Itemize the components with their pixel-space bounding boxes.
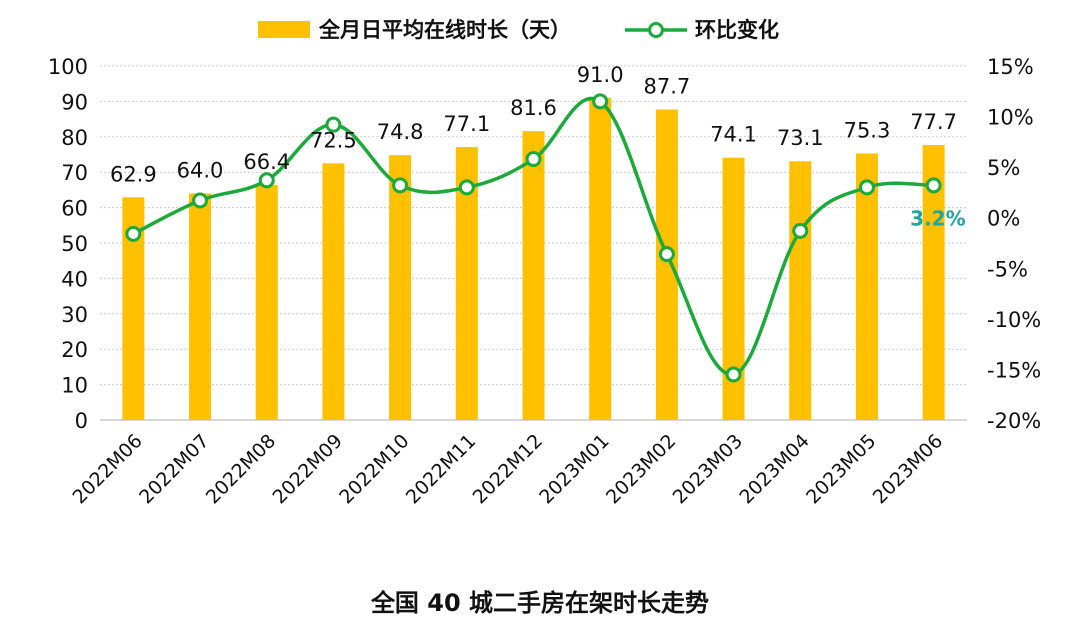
bar <box>322 163 345 420</box>
bar <box>455 147 478 421</box>
y-left-tick-label: 90 <box>61 90 88 114</box>
x-tick-label: 2023M06 <box>869 430 947 508</box>
bar <box>922 144 945 420</box>
y-left-tick-label: 70 <box>61 161 88 185</box>
y-left-tick-label: 30 <box>61 303 88 327</box>
line-point <box>125 225 142 242</box>
x-tick-label: 2022M10 <box>335 430 413 508</box>
y-left-tick-label: 100 <box>48 55 88 79</box>
line-point <box>192 192 209 209</box>
y-right-tick-label: -5% <box>987 257 1028 281</box>
bar-data-label: 72.5 <box>310 128 357 152</box>
y-right-tick-label: -15% <box>987 358 1041 382</box>
bar <box>522 131 545 421</box>
y-left-tick-label: 40 <box>61 267 88 291</box>
bar-data-label: 77.7 <box>910 110 957 134</box>
line-last-point-label: 3.2% <box>910 206 965 230</box>
x-tick-label: 2022M12 <box>469 430 547 508</box>
y-right-tick-label: 10% <box>987 106 1034 130</box>
y-right-tick-label: 0% <box>987 207 1020 231</box>
bar-data-label: 87.7 <box>644 75 691 99</box>
bar <box>789 161 812 420</box>
line-point <box>392 177 409 194</box>
bar-data-label: 75.3 <box>844 118 891 142</box>
y-left-tick-label: 80 <box>61 126 88 150</box>
bar-data-label: 91.0 <box>577 63 624 87</box>
line-point <box>258 172 275 189</box>
bar-data-label: 74.8 <box>377 120 424 144</box>
y-left-tick-label: 60 <box>61 197 88 221</box>
line-point <box>725 366 742 383</box>
y-right-tick-label: 5% <box>987 156 1020 180</box>
bar <box>855 153 878 421</box>
y-left-tick-label: 0 <box>75 409 88 433</box>
y-left-tick-label: 20 <box>61 338 88 362</box>
legend-label-line: 环比变化 <box>695 18 779 42</box>
line-point <box>858 179 875 196</box>
x-tick-label: 2023M01 <box>535 430 613 508</box>
x-tick-label: 2023M02 <box>602 430 680 508</box>
bar-data-label: 81.6 <box>510 96 557 120</box>
bar-data-label: 73.1 <box>777 126 824 150</box>
bar <box>722 157 745 420</box>
y-right-tick-label: -10% <box>987 308 1041 332</box>
chart-caption: 全国 40 城二手房在架时长走势 <box>370 589 710 617</box>
x-tick-label: 2022M09 <box>269 430 347 508</box>
x-tick-label: 2022M11 <box>402 430 480 508</box>
x-tick-label: 2022M08 <box>202 430 280 508</box>
legend-swatch-marker <box>648 22 664 38</box>
bar-data-label: 62.9 <box>110 162 157 186</box>
bar <box>655 109 678 421</box>
bar <box>189 193 212 420</box>
combo-chart: 0 10 20 30 40 50 60 70 80 90 100 -20% -15% -10% -5% 0% 5… <box>48 18 1041 508</box>
bar-data-label: 66.4 <box>243 150 290 174</box>
bar <box>122 197 145 420</box>
x-tick-label: 2022M06 <box>68 430 146 508</box>
legend-swatch-bar <box>258 21 310 38</box>
bar <box>255 184 278 420</box>
line-point <box>925 177 942 194</box>
bar-data-label: 77.1 <box>443 112 490 136</box>
line-point <box>458 179 475 196</box>
bar <box>589 97 612 421</box>
bar-data-label: 74.1 <box>710 123 757 147</box>
x-tick-label: 2023M05 <box>802 430 880 508</box>
x-tick-label: 2022M07 <box>135 430 213 508</box>
line-point <box>658 246 675 263</box>
bar <box>389 155 412 420</box>
bar-data-label: 64.0 <box>177 158 224 182</box>
x-tick-label: 2023M03 <box>669 430 747 508</box>
y-left-tick-label: 10 <box>61 374 88 398</box>
x-tick-label: 2023M04 <box>735 430 813 508</box>
y-left-tick-label: 50 <box>61 232 88 256</box>
line-series-mom-change <box>132 96 934 377</box>
line-point <box>792 222 809 239</box>
y-right-tick-label: -20% <box>987 409 1041 433</box>
line-point <box>325 116 342 133</box>
legend-label-bar: 全月日平均在线时长（天） <box>318 18 571 42</box>
line-point <box>525 151 542 168</box>
line-point <box>592 93 609 110</box>
y-right-tick-label: 15% <box>987 55 1034 79</box>
